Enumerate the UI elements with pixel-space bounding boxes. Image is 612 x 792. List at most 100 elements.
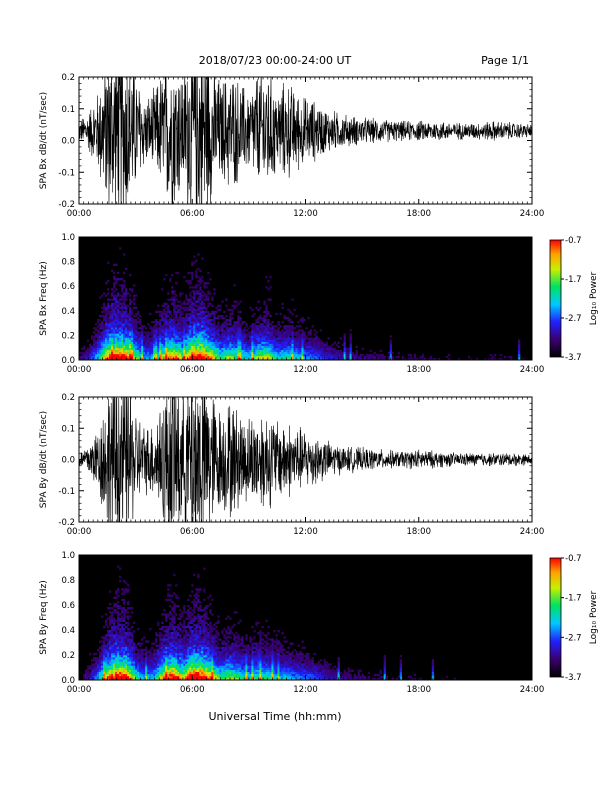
spectrogram-cell <box>181 613 184 616</box>
x-tick-label: 24:00 <box>520 209 545 219</box>
spectrogram-cell <box>333 341 336 344</box>
spectrogram-cell <box>93 341 96 344</box>
spectrogram-cell <box>227 339 230 342</box>
spectrogram-cell <box>145 655 148 658</box>
spectrogram-cell <box>149 351 152 355</box>
spectrogram-cell <box>213 345 216 348</box>
spectrogram-cell <box>123 677 126 681</box>
spectrogram-cell <box>107 333 110 336</box>
spectrogram-cell <box>151 673 154 677</box>
spectrogram-cell <box>509 355 513 359</box>
spectrogram-cell <box>137 321 140 324</box>
spectrogram-cell <box>99 650 102 654</box>
spectrogram-cell <box>155 657 158 660</box>
spectrogram-cell <box>123 351 126 355</box>
spectrogram-cell <box>241 351 244 355</box>
colorbar-label: Log₁₀ Power <box>589 272 599 326</box>
spectrogram-cell <box>129 300 132 303</box>
spectrogram-cell <box>173 335 176 338</box>
spectrogram-cell <box>97 339 100 342</box>
spectrogram-cell <box>249 331 252 334</box>
spectrogram-cell <box>101 615 104 618</box>
spectrogram-cell <box>309 333 312 336</box>
spectrogram-cell <box>103 673 106 677</box>
spectrogram-cell <box>117 648 120 652</box>
spectrogram-cell <box>251 335 254 338</box>
spectrogram-cell <box>227 345 230 348</box>
spectrogram-cell <box>401 355 405 359</box>
spectrogram-cell <box>167 632 170 635</box>
spectrogram-cell <box>135 355 138 359</box>
spectrogram-cell <box>207 316 210 320</box>
spectrogram-cell <box>123 659 126 662</box>
spectrogram-cell <box>187 659 190 662</box>
spectrogram-cell <box>183 351 186 355</box>
spectrogram-cell <box>207 333 210 336</box>
x-tick-label: 12:00 <box>293 209 318 219</box>
spectrogram-cell <box>185 316 188 320</box>
spectrogram-cell <box>267 337 270 340</box>
spectrogram-cell <box>341 351 344 355</box>
spectrogram-cell <box>177 644 180 647</box>
spectrogram-cell <box>109 673 112 677</box>
spectrogram-cell <box>229 333 232 336</box>
spectrogram-cell <box>163 278 166 281</box>
spectrogram-cell <box>115 296 118 299</box>
spectrogram-cell <box>319 357 322 361</box>
spectrogram-cell <box>109 632 112 635</box>
spectrogram-cell <box>111 673 114 677</box>
spectrogram-cell <box>307 353 310 357</box>
spectrogram-cell <box>103 671 106 675</box>
spectrogram-cell <box>251 325 254 328</box>
spectrogram-cell <box>93 327 96 330</box>
spectrogram-cell <box>207 271 210 275</box>
spectrogram-cell <box>287 357 290 361</box>
spectrogram-cell <box>169 657 172 660</box>
spectrogram-cell <box>235 357 238 361</box>
spectrogram-cell <box>499 357 503 361</box>
spectrogram-cell <box>183 343 186 346</box>
spectrogram-cell <box>189 351 192 355</box>
spectrogram-cell <box>117 663 120 666</box>
spectrogram-cell <box>197 316 200 320</box>
spectrogram-cell <box>181 355 184 359</box>
spectrogram-cell <box>389 347 392 351</box>
spectrogram-cell <box>247 343 250 346</box>
spectrogram-cell <box>181 329 184 332</box>
spectrogram-cell <box>189 286 192 289</box>
spectrogram-cell <box>289 345 292 348</box>
spectrogram-cell <box>297 343 300 346</box>
spectrogram-cell <box>163 646 166 650</box>
spectrogram-cell <box>207 314 210 318</box>
spectrogram-cell <box>161 675 164 679</box>
spectrogram-cell <box>163 640 166 643</box>
spectrogram-cell <box>293 355 296 359</box>
spectrogram-cell <box>113 609 116 612</box>
spectrogram-cell <box>257 300 260 303</box>
spectrogram-cell <box>355 349 358 353</box>
spectrogram-cell <box>155 661 158 664</box>
spectrogram-cell <box>245 357 248 361</box>
spectrogram-cell <box>293 345 296 348</box>
spectrogram-cell <box>91 345 94 348</box>
spectrogram-cell <box>137 627 140 631</box>
spectrogram-cell <box>135 323 138 326</box>
spectrogram-cell <box>93 355 96 359</box>
spectrogram-cell <box>167 298 170 301</box>
spectrogram-cell <box>177 347 180 351</box>
spectrogram-cell <box>113 596 116 600</box>
spectrogram-cell <box>231 357 234 361</box>
spectrogram-cell <box>277 327 280 330</box>
spectrogram-cell <box>219 308 222 312</box>
spectrogram-cell <box>133 329 136 332</box>
spectrogram-cell <box>125 294 128 297</box>
spectrogram-cell <box>229 351 232 355</box>
spectrogram-cell <box>211 331 214 334</box>
spectrogram-cell <box>163 667 166 670</box>
spectrogram-cell <box>307 331 310 334</box>
spectrogram-cell <box>289 353 292 357</box>
spectrogram-cell <box>265 329 268 332</box>
spectrogram-cell <box>165 347 168 351</box>
spectrogram-cell <box>189 312 192 316</box>
spectrogram-cell <box>169 347 172 351</box>
